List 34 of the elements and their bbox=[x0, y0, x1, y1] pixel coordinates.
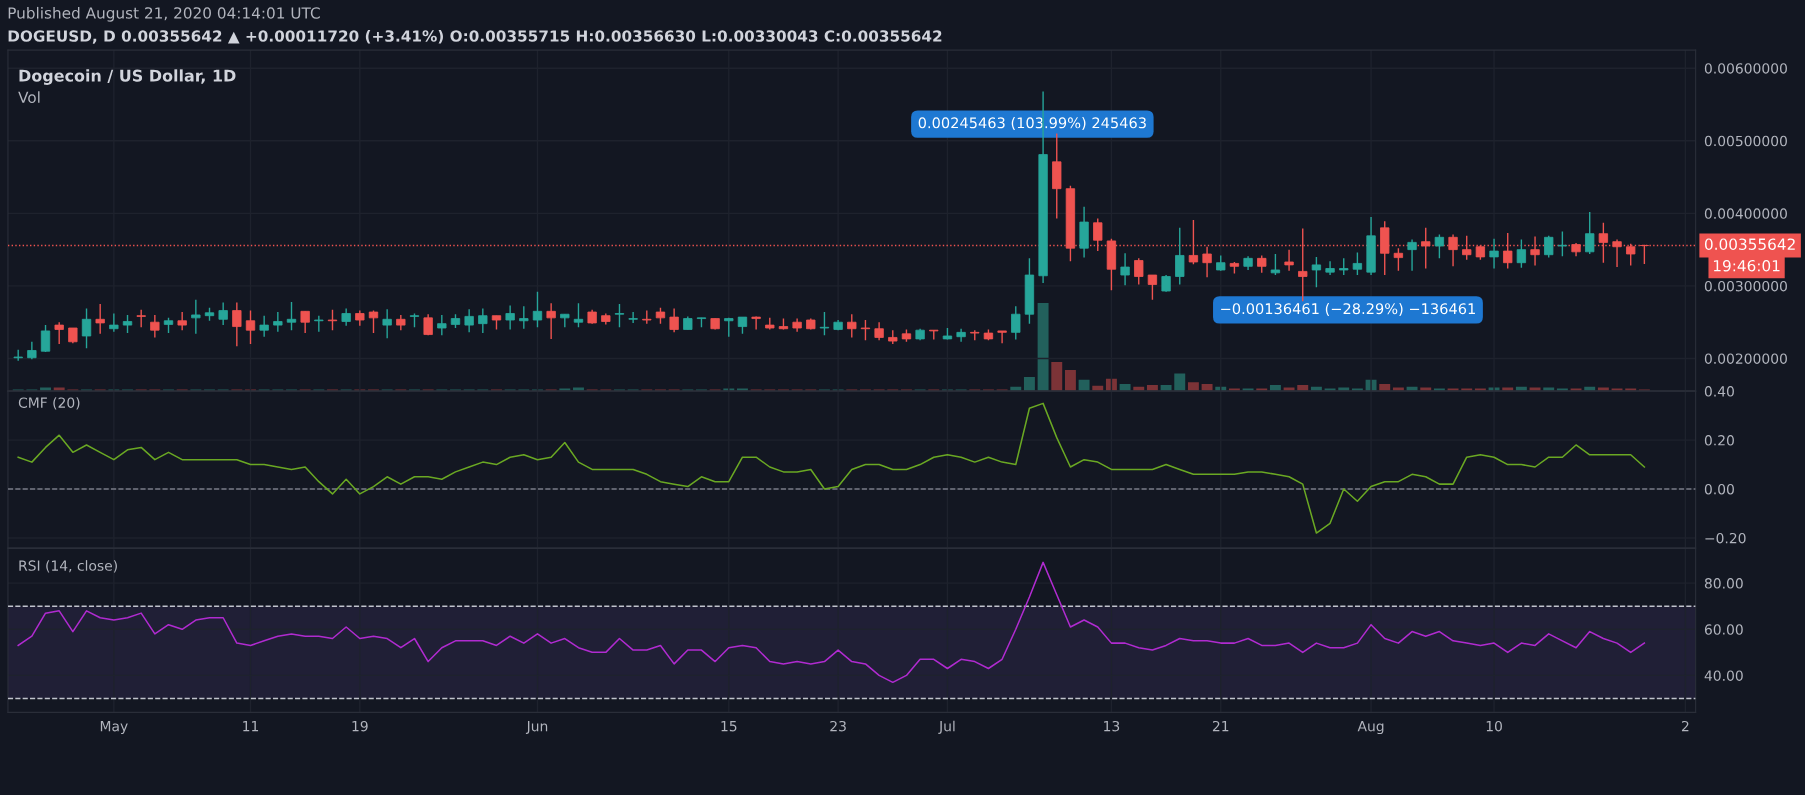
x-tick-label: 10 bbox=[1486, 720, 1502, 732]
y-tick-label: 60.00 bbox=[1704, 624, 1743, 635]
text: Dogecoin / US Dollar, 1D bbox=[19, 69, 236, 85]
y-tick-label: 0.00200000 bbox=[1704, 353, 1787, 364]
x-tick-label: 2 bbox=[1681, 720, 1689, 732]
x-tick-label: Aug bbox=[1357, 721, 1384, 735]
x-tick-label: Jul bbox=[938, 720, 955, 734]
y-tick-label: −0.20 bbox=[1705, 532, 1746, 544]
y-tick-label: 0.00500000 bbox=[1704, 135, 1787, 147]
y-tick-label: 0.00400000 bbox=[1704, 208, 1787, 219]
text: DOGEUSD, D 0.00355642 ▲ +0.00011720 (+3.41%) O:0.00355715 H:0.00356630 L:0.00330043 C:0.00355642 bbox=[8, 29, 942, 44]
x-tick-label: 15 bbox=[721, 721, 737, 732]
ref-line-label: 0.00355642 bbox=[1704, 238, 1795, 250]
chart-title: Vol bbox=[18, 91, 40, 104]
y-tick-label: 0.00300000 bbox=[1704, 280, 1787, 292]
y-tick-label: 80.00 bbox=[1704, 578, 1743, 589]
x-tick-label: 21 bbox=[1212, 720, 1229, 732]
text: 19:46:01 bbox=[1713, 259, 1780, 272]
chart-title: CMF (20) bbox=[18, 397, 80, 410]
y-tick-label: 0.20 bbox=[1704, 435, 1734, 446]
y-tick-label: 0.00600000 bbox=[1704, 63, 1787, 74]
x-tick-label: 23 bbox=[830, 720, 846, 732]
annotation: 0.00245463 (103.99%) 245463 bbox=[918, 117, 1146, 131]
y-tick-label: 0.40 bbox=[1704, 386, 1734, 397]
y-tick-label: 0.00 bbox=[1704, 483, 1734, 495]
text: Published August 21, 2020 04:14:01 UTC bbox=[8, 6, 320, 22]
x-tick-label: May bbox=[100, 721, 128, 735]
text: RSI (14, close) bbox=[19, 560, 117, 573]
x-tick-label: Jun bbox=[525, 721, 548, 734]
x-tick-label: 19 bbox=[352, 720, 368, 732]
x-tick-label: 13 bbox=[1104, 720, 1120, 732]
y-tick-label: 40.00 bbox=[1704, 670, 1743, 681]
annotation: −0.00136461 (−28.29%) −136461 bbox=[1221, 302, 1475, 316]
x-tick-label: 11 bbox=[243, 721, 259, 732]
